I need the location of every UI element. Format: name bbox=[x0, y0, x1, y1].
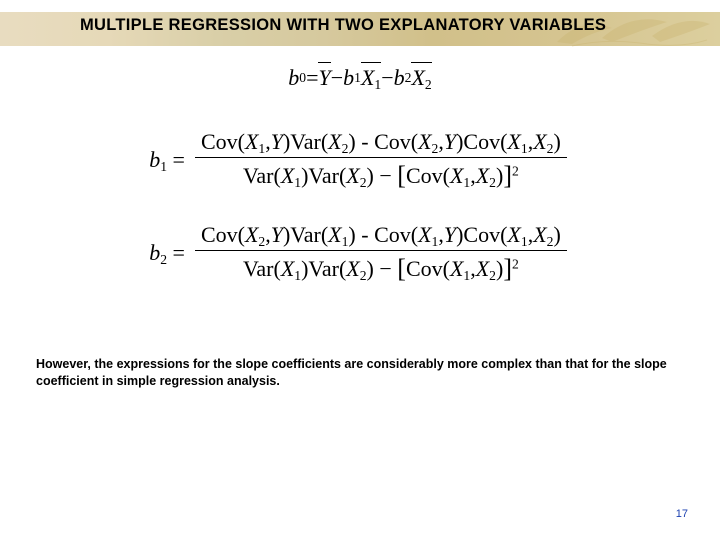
equation-b2: b2 = Cov(X2,Y)Var(X1) - Cov(X1,Y)Cov(X1,… bbox=[40, 220, 680, 285]
slide-title: MULTIPLE REGRESSION WITH TWO EXPLANATORY… bbox=[80, 16, 680, 35]
body-text: However, the expressions for the slope c… bbox=[36, 356, 684, 390]
equation-b0: b0 = Y − b1 X1 − b2 X2 bbox=[40, 64, 680, 91]
page-number: 17 bbox=[676, 508, 688, 520]
equation-b1: b1 = Cov(X1,Y)Var(X2) - Cov(X2,Y)Cov(X1,… bbox=[40, 127, 680, 192]
slide: MULTIPLE REGRESSION WITH TWO EXPLANATORY… bbox=[0, 0, 720, 540]
content-area: b0 = Y − b1 X1 − b2 X2 b1 = Cov(X1,Y)Var… bbox=[40, 60, 680, 313]
